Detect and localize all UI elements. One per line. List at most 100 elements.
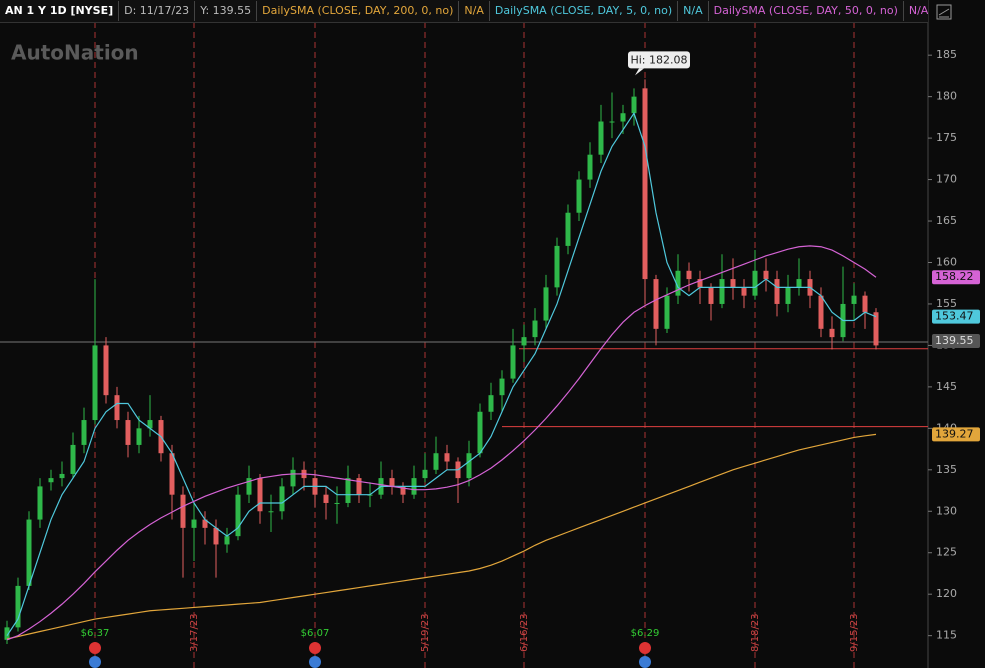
y-tick-label: 180 <box>936 90 957 103</box>
candle-body <box>752 270 758 296</box>
y-tick-label: 145 <box>936 380 957 393</box>
candle-body <box>532 320 538 338</box>
high-tag <box>628 51 690 69</box>
watermark: AutoNation <box>11 41 139 65</box>
candle-body <box>763 270 769 280</box>
candle-body <box>543 287 549 321</box>
x-tick-label: 3/17/23 <box>189 613 200 652</box>
y-tick-label: 155 <box>936 297 957 310</box>
candle-body <box>290 469 296 487</box>
candle-body <box>796 279 802 288</box>
dividend-icon[interactable] <box>639 656 651 668</box>
candle-body <box>609 121 615 123</box>
high-tag-pointer <box>635 68 644 76</box>
candle-body <box>37 486 43 520</box>
candle-body <box>136 428 142 445</box>
candle-body <box>862 295 868 313</box>
candle-body <box>92 345 98 421</box>
cursor-readout: Y: 139.55 <box>195 1 258 21</box>
sma-line <box>6 433 877 640</box>
y-tick-label: 135 <box>936 463 957 476</box>
candle-body <box>323 494 329 503</box>
x-tick-label: 5/19/23 <box>420 613 431 652</box>
earnings-icon[interactable] <box>639 642 651 654</box>
candle-body <box>59 473 65 479</box>
dividend-icon[interactable] <box>309 656 321 668</box>
y-tick-label: 170 <box>936 173 957 186</box>
candle-body <box>488 395 494 412</box>
y-tick-label: 165 <box>936 214 957 227</box>
candle-body <box>741 287 747 296</box>
price-tag <box>932 309 980 324</box>
earnings-label: $6.29 <box>631 628 660 639</box>
sma-line <box>6 245 877 641</box>
candle-body <box>15 585 21 628</box>
header: AN 1 Y 1D [NYSE] D: 11/17/23 Y: 139.55 D… <box>0 0 928 23</box>
y-tick-label: 175 <box>936 131 957 144</box>
legend-entry[interactable]: DailySMA (CLOSE, DAY, 50, 0, no) <box>709 1 904 21</box>
legend-status: N/A <box>904 1 928 21</box>
x-tick-label: 6/16/23 <box>519 613 530 652</box>
candle-body <box>4 627 10 640</box>
high-label: Hi: 182.08 <box>630 53 687 66</box>
candle-body <box>81 420 87 445</box>
candle-body <box>268 511 274 513</box>
candle-body <box>818 295 824 329</box>
candle-body <box>521 337 527 346</box>
price-tag <box>932 270 980 285</box>
candle-body <box>620 113 626 122</box>
earnings-icon[interactable] <box>309 642 321 654</box>
earnings-icon[interactable] <box>89 642 101 654</box>
candle-body <box>26 519 32 586</box>
legend-entry[interactable]: DailySMA (CLOSE, DAY, 5, 0, no) <box>490 1 679 21</box>
candle-body <box>389 478 395 487</box>
candle-body <box>70 444 76 474</box>
candle-body <box>774 279 780 304</box>
legend-entry[interactable]: DailySMA (CLOSE, DAY, 200, 0, no) <box>257 1 460 21</box>
candle-body <box>873 312 879 346</box>
candle-body <box>48 478 54 483</box>
candle-body <box>279 486 285 512</box>
candle-body <box>664 295 670 329</box>
candle-body <box>125 420 131 445</box>
candle-body <box>466 453 472 479</box>
settings-icon-glyph <box>938 8 950 18</box>
price-tag <box>932 427 980 442</box>
candle-body <box>246 478 252 495</box>
candle-body <box>499 378 505 396</box>
candle-body <box>510 345 516 379</box>
candle-body <box>708 287 714 304</box>
candle-body <box>851 295 857 304</box>
candle-body <box>565 212 571 246</box>
candle-body <box>730 279 736 288</box>
candle-body <box>224 536 230 545</box>
dividend-icon[interactable] <box>89 656 101 668</box>
candle-body <box>653 279 659 329</box>
candle-body <box>169 453 175 495</box>
y-tick-label: 125 <box>936 546 957 559</box>
price-tag-label: 139.27 <box>935 427 974 440</box>
candle-body <box>191 519 197 528</box>
candle-body <box>598 121 604 155</box>
candle-body <box>587 154 593 180</box>
candle-body <box>785 287 791 304</box>
earnings-label: $6.37 <box>81 628 110 639</box>
candle-body <box>103 345 109 396</box>
candle-body <box>334 502 340 504</box>
symbol[interactable]: AN 1 Y 1D [NYSE] <box>0 1 120 21</box>
candle-body <box>554 245 560 288</box>
settings-icon[interactable] <box>936 4 952 20</box>
candle-body <box>356 478 362 495</box>
legend-status: N/A <box>678 1 709 21</box>
sma-line <box>6 111 877 636</box>
candle-body <box>444 453 450 462</box>
candle-body <box>631 96 637 114</box>
y-tick-label: 160 <box>936 255 957 268</box>
candle-body <box>147 420 153 429</box>
x-tick-label: 9/15/23 <box>849 613 860 652</box>
legend-status: N/A <box>459 1 490 21</box>
candle-body <box>422 469 428 479</box>
price-tag-label: 158.22 <box>935 270 974 283</box>
